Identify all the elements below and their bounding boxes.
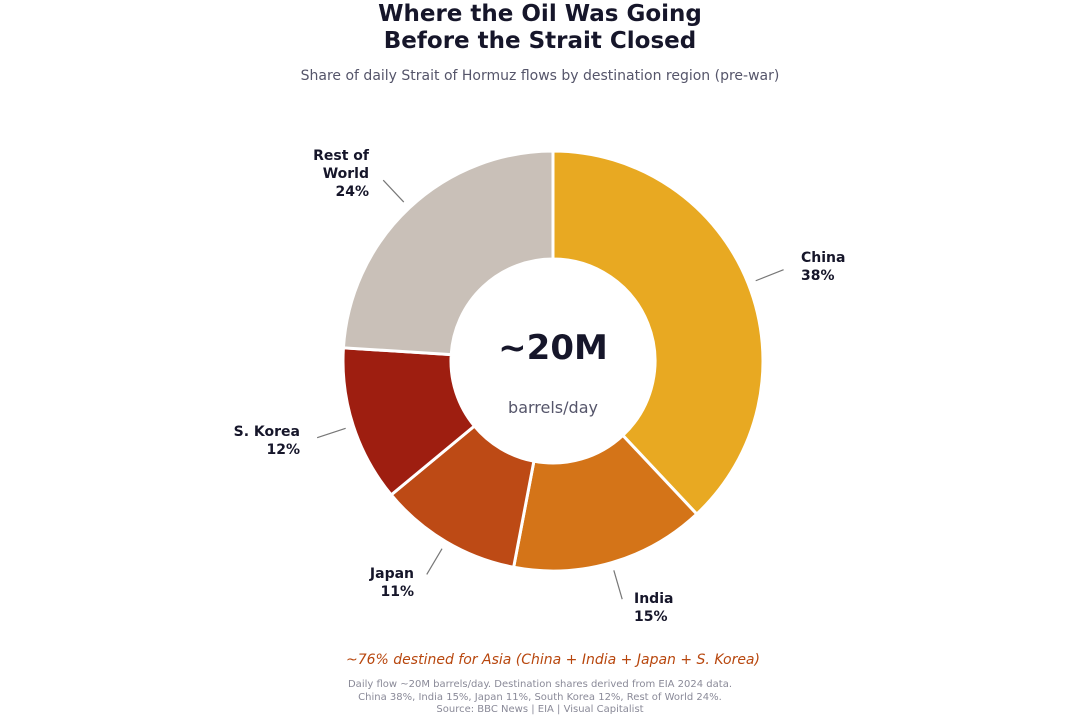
slice-category-china: China xyxy=(801,250,845,266)
slice-label-india: India 15% xyxy=(634,591,673,625)
slice-value-japan: 11% xyxy=(380,584,414,600)
slice-label-china: China 38% xyxy=(801,250,845,284)
footnote-line-2: China 38%, India 15%, Japan 11%, South K… xyxy=(358,691,722,703)
slice-india xyxy=(511,433,699,573)
slice-value-s-korea: 12% xyxy=(266,442,300,458)
center-unit: barrels/day xyxy=(508,398,598,417)
center-value: ~20M xyxy=(498,328,608,368)
slice-value-india: 15% xyxy=(634,609,668,625)
footnote-line-3: Source: BBC News | EIA | Visual Capitali… xyxy=(436,704,644,715)
asia-annotation: ~76% destined for Asia (China + India + … xyxy=(346,652,760,668)
slice-category-rest-of-world: Rest of xyxy=(313,148,370,164)
slice-value-china: 38% xyxy=(801,268,835,284)
leader-line-china xyxy=(755,269,784,282)
chart-subtitle: Share of daily Strait of Hormuz flows by… xyxy=(300,68,780,84)
chart-title-line-2: Before the Strait Closed xyxy=(383,28,697,54)
slice-label-s-korea: S. Korea 12% xyxy=(234,424,300,458)
leader-line-india xyxy=(613,570,623,600)
slice-category-japan: Japan xyxy=(369,566,414,582)
slice-category-rest-of-world: World xyxy=(323,166,369,182)
leader-line-s-korea xyxy=(316,427,346,439)
chart-title-line-1: Where the Oil Was Going xyxy=(378,1,702,27)
slice-china xyxy=(551,149,765,517)
footnote: Daily flow ~20M barrels/day. Destination… xyxy=(0,679,1080,717)
footnote-line-1: Daily flow ~20M barrels/day. Destination… xyxy=(347,679,733,690)
slice-category-india: India xyxy=(634,591,673,607)
slice-rest-of-world xyxy=(341,149,555,357)
leader-line-rest-of-world xyxy=(382,179,405,203)
chart-title: Where the Oil Was Going Before the Strai… xyxy=(0,1,1080,55)
slice-label-japan: Japan 11% xyxy=(369,566,414,600)
slice-value-rest-of-world: 24% xyxy=(335,184,369,200)
slice-label-rest-of-world: Rest of World 24% xyxy=(313,148,370,200)
slice-category-s-korea: S. Korea xyxy=(234,424,300,440)
leader-line-japan xyxy=(426,548,443,575)
